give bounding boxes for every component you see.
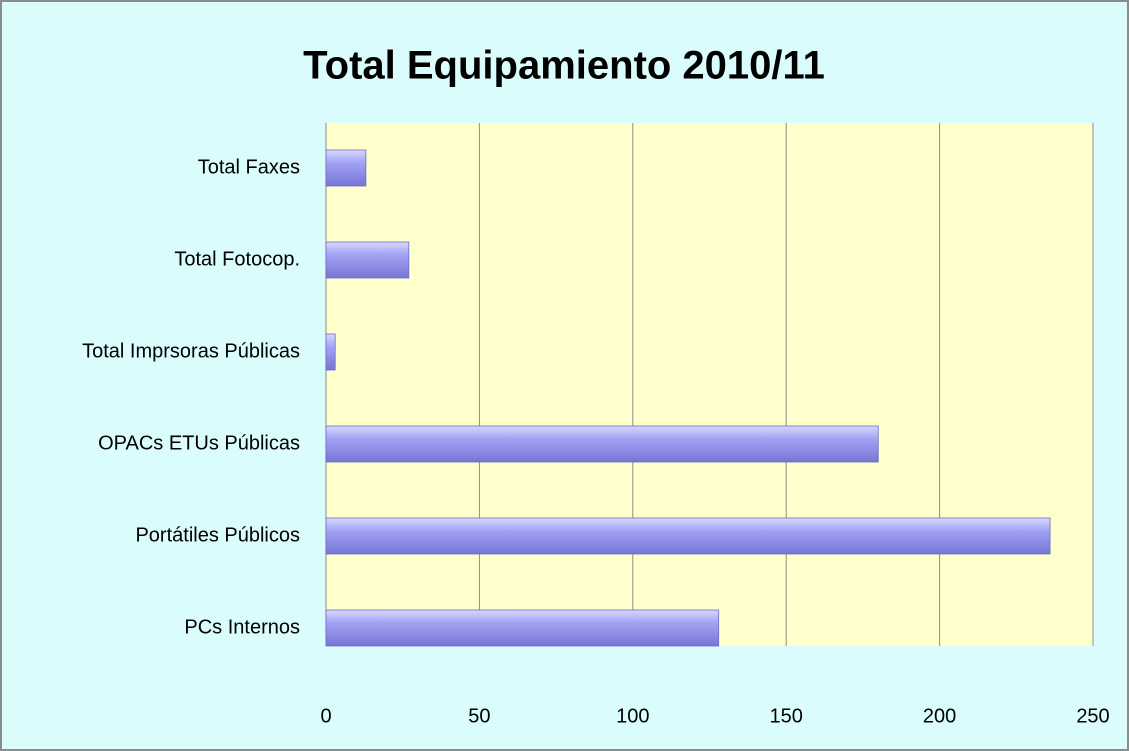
x-tick-label: 0 [320,705,331,727]
y-tick-label: Total Faxes [198,156,300,178]
x-tick-label: 200 [923,705,956,727]
y-tick-label: PCs Internos [184,616,300,638]
y-tick-label: Total Imprsoras Públicas [82,340,300,362]
x-tick-label: 100 [616,705,649,727]
bar [325,241,410,279]
bar [325,333,336,371]
bar [325,149,367,187]
y-tick-label: OPACs ETUs Públicas [98,432,300,454]
x-tick-label: 50 [468,705,490,727]
plot-area [326,123,1093,646]
bar [325,425,879,463]
bar [325,517,1051,555]
x-tick-label: 150 [770,705,803,727]
y-tick-label: Portátiles Públicos [135,524,300,546]
bar [325,609,720,647]
x-tick-label: 250 [1076,705,1109,727]
y-tick-label: Total Fotocop. [174,248,300,270]
chart-title: Total Equipamiento 2010/11 [303,44,825,88]
